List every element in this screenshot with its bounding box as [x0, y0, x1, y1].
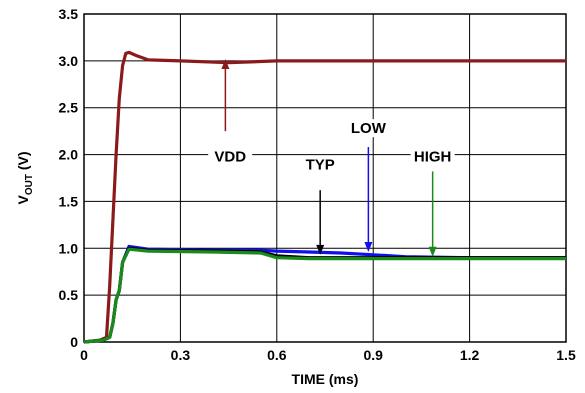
y-tick-label: 3.5 — [59, 6, 79, 22]
annotations-group: VDD TYP LOW HIGH — [208, 58, 455, 257]
y-axis-title-main: V — [15, 195, 31, 205]
y-tick-label: 0.5 — [59, 287, 79, 303]
annotation-arrowhead-high — [428, 246, 437, 257]
annotation-label-bg — [346, 119, 391, 138]
x-tick-label: 0.3 — [171, 347, 191, 363]
y-tick-label: 3.0 — [59, 53, 79, 69]
annotation-arrowhead-typ — [316, 244, 325, 255]
annotation-label-typ: TYP — [306, 157, 335, 174]
annotation-arrowhead-vdd — [221, 58, 230, 69]
y-tick-label: 0 — [70, 334, 78, 350]
annotation-label-low: LOW — [351, 120, 387, 137]
y-tick-label: 2.5 — [59, 100, 79, 116]
x-tick-label: 0.9 — [363, 347, 383, 363]
x-tick-label: 1.2 — [460, 347, 480, 363]
y-axis-title-sub: OUT — [24, 174, 35, 195]
y-tick-label: 2.0 — [59, 147, 79, 163]
tick-labels: 0 0.5 1.0 1.5 2.0 2.5 3.0 3.5 0 0.3 0.6 0.9 1.2 1.5 — [59, 6, 576, 363]
series-line-high — [83, 247, 566, 344]
annotation-label-bg — [410, 147, 455, 166]
annotation-label-vdd: VDD — [214, 148, 246, 165]
annotation-label-bg — [298, 155, 343, 174]
x-tick-label: 0 — [80, 347, 88, 363]
x-axis-title: TIME (ms) — [292, 371, 359, 387]
x-tick-label: 1.5 — [556, 347, 576, 363]
series-group — [83, 50, 566, 344]
x-tick-label: 0.6 — [267, 347, 287, 363]
y-tick-label: 1.0 — [59, 240, 79, 256]
annotation-label-bg — [208, 147, 253, 166]
y-axis-title: VOUT (V) — [15, 151, 35, 204]
series-line-vdd — [83, 50, 566, 344]
y-axis-title-unit: (V) — [15, 151, 31, 174]
annotation-arrowhead-low — [364, 242, 373, 253]
plot-area — [83, 13, 567, 343]
y-tick-label: 1.5 — [59, 193, 79, 209]
annotation-label-high: HIGH — [414, 148, 452, 165]
